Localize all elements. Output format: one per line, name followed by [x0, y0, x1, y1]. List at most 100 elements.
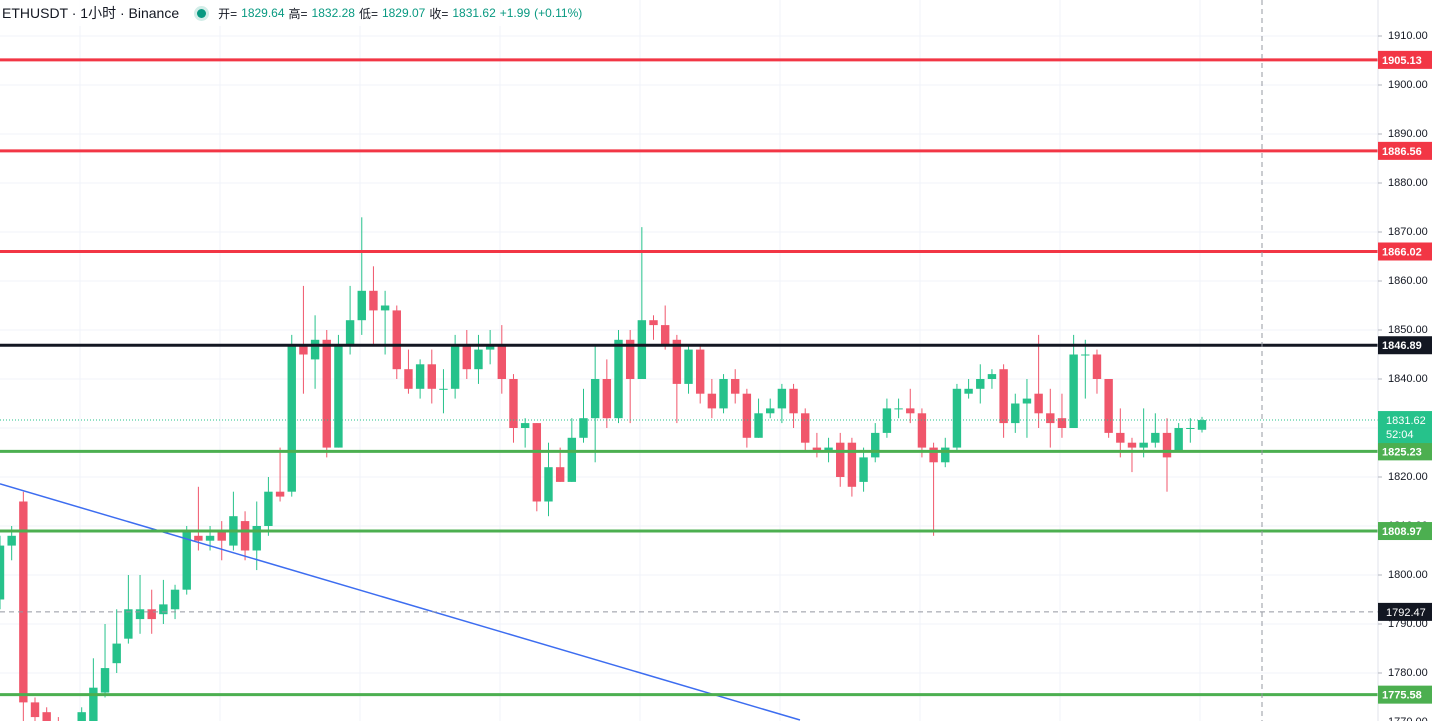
candle-body: [859, 457, 868, 482]
low-value: 1829.07: [381, 6, 426, 20]
candle-body: [976, 378, 985, 389]
candle-body: [684, 349, 693, 384]
candle-body: [754, 413, 763, 438]
crosshair-box: [1378, 602, 1432, 621]
candle-body: [182, 530, 191, 590]
candle-body: [310, 339, 320, 360]
current-price-label: 1831.62: [1386, 415, 1426, 427]
open-label: 开=: [218, 6, 238, 21]
y-tick-label: 1890.00: [1388, 128, 1428, 140]
level-label-box: [1378, 141, 1432, 160]
candle-body: [159, 604, 168, 615]
candle-body: [906, 408, 915, 414]
candle-body: [1046, 413, 1055, 424]
candle-body: [742, 393, 752, 438]
level-label: 1905.13: [1382, 55, 1422, 67]
candle-body: [731, 378, 740, 394]
y-tick-label: 1900.00: [1388, 79, 1428, 91]
candle-body: [941, 447, 950, 463]
symbol: ETHUSDT · 1小时 · Binance: [2, 5, 180, 21]
candle-body: [427, 364, 436, 389]
y-tick-label: 1910.00: [1388, 30, 1428, 42]
candle-body: [135, 609, 145, 620]
level-label-box: [1378, 50, 1432, 69]
candle-body: [567, 437, 577, 482]
candle-body: [42, 712, 51, 721]
candle-body: [170, 589, 180, 610]
candle-body: [929, 447, 938, 463]
high-label: 高=: [288, 6, 308, 21]
candle-body: [1127, 442, 1137, 448]
candle-body: [205, 535, 215, 541]
candle-body: [1116, 432, 1125, 443]
candle-body: [450, 344, 460, 389]
candle-body: [1139, 442, 1148, 448]
candle-body: [964, 388, 973, 394]
candle-body: [275, 491, 285, 497]
candle-body: [485, 344, 495, 350]
candle-body: [404, 369, 413, 389]
candle-body: [1057, 418, 1067, 428]
level-label-box: [1378, 442, 1432, 461]
candle-body: [217, 530, 226, 541]
y-tick-label: 1780.00: [1388, 667, 1428, 679]
candle-body: [30, 702, 40, 718]
candle-body: [194, 535, 203, 541]
level-label: 1775.58: [1382, 690, 1422, 702]
y-tick-label: 1860.00: [1388, 275, 1428, 287]
candle-body: [1186, 427, 1195, 429]
y-tick-label: 1880.00: [1388, 177, 1428, 189]
candle-body: [240, 521, 250, 551]
level-label: 1886.56: [1382, 146, 1422, 158]
candle-body: [415, 364, 425, 389]
candle-body: [252, 525, 261, 551]
change-percent: (+0.11%): [534, 6, 583, 20]
level-label-box: [1378, 685, 1432, 704]
candle-body: [287, 344, 296, 492]
candle-body: [1197, 420, 1207, 430]
candle-body: [497, 344, 507, 379]
candle-body: [462, 344, 471, 370]
candle-body: [614, 339, 623, 419]
countdown: 52:04: [1386, 429, 1414, 441]
candle-body: [987, 374, 997, 379]
y-tick-label: 1840.00: [1388, 373, 1428, 385]
candle-body: [695, 349, 705, 394]
close-label: 收=: [429, 6, 449, 21]
candle-body: [637, 320, 647, 379]
candle-body: [894, 408, 903, 410]
candle-body: [357, 290, 366, 321]
y-tick-label: 1790.00: [1388, 618, 1428, 630]
candle-body: [579, 418, 588, 438]
candle-body: [532, 423, 542, 502]
candle-body: [0, 545, 5, 600]
candle-body: [1162, 432, 1172, 458]
candle-body: [147, 609, 156, 620]
candle-body: [836, 442, 845, 477]
candle-body: [509, 378, 518, 428]
candle-body: [1081, 354, 1090, 356]
level-label: 1866.02: [1382, 246, 1422, 258]
candle-body: [1011, 403, 1020, 424]
candle-body: [77, 712, 86, 721]
candle-body: [474, 349, 483, 370]
candle-body: [602, 378, 612, 419]
y-tick-label: 1800.00: [1388, 569, 1428, 581]
open-value: 1829.64: [241, 6, 285, 20]
level-label: 1846.89: [1382, 340, 1422, 352]
level-label-box: [1378, 242, 1432, 261]
candle-body: [439, 388, 448, 390]
candle-body: [590, 378, 600, 419]
candle-body: [672, 339, 682, 384]
close-value: 1831.62: [452, 6, 496, 20]
y-tick-label: 1820.00: [1388, 471, 1428, 483]
candle-body: [1174, 427, 1183, 453]
candle-body: [124, 609, 133, 639]
candle-body: [789, 388, 798, 414]
level-label-box: [1378, 522, 1432, 541]
candle-body: [917, 413, 927, 448]
status-dot: [197, 8, 207, 18]
candle-body: [882, 408, 892, 433]
change: +1.99: [499, 6, 531, 20]
